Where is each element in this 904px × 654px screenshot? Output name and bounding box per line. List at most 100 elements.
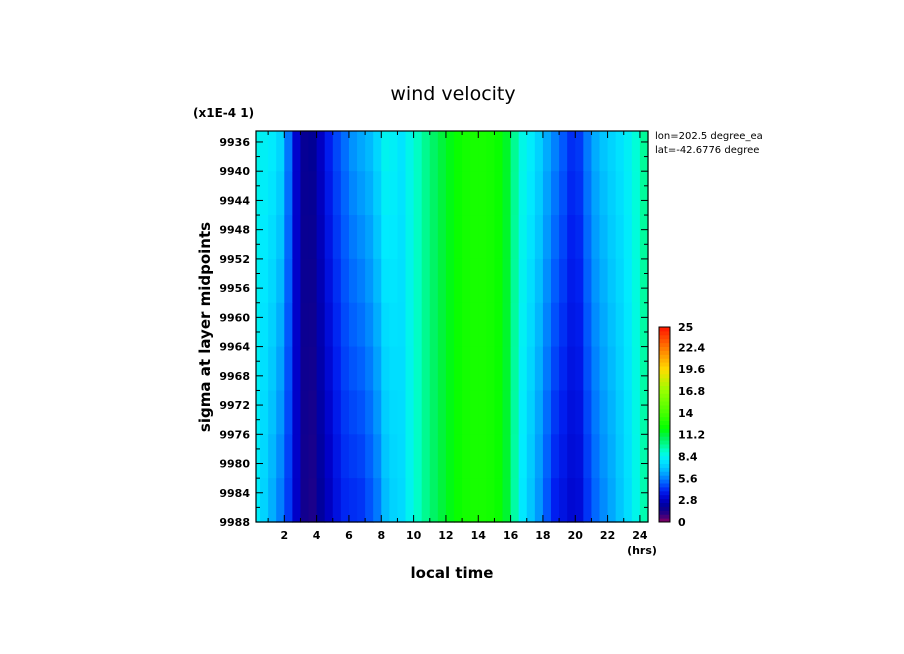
heat-cell [494,171,504,216]
heat-cell [405,131,415,172]
heat-cell [381,478,390,523]
x-tick-label: 6 [345,529,353,542]
heat-cell [510,346,520,392]
colorbar-swatch [659,405,670,410]
heat-cell [292,434,302,479]
colorbar-swatch [659,358,670,363]
heat-cell [348,131,358,172]
colorbar-swatch [659,471,670,476]
heat-cell [405,171,415,216]
heat-cell [534,346,544,392]
heat-cell [454,302,463,348]
heat-cell [308,390,318,435]
heat-cell [268,131,277,172]
heat-cell [534,434,544,479]
heat-cell [534,302,544,348]
heat-cell [357,258,366,304]
colorbar-swatch [659,385,670,390]
heat-cell [429,478,439,523]
heat-cell [413,478,423,523]
heat-cell [405,434,415,479]
heat-cell [534,171,544,216]
heat-cell [494,434,504,479]
heat-cell [421,302,431,348]
heat-cell [615,171,625,216]
heat-cell [567,131,576,172]
colorbar-swatch [659,373,670,379]
heat-cell [445,171,455,216]
heat-cell [526,302,536,348]
heat-cell [486,302,496,348]
colorbar-tick-label: 25 [678,321,693,334]
heat-cell [462,390,471,435]
x-tick-label: 4 [313,529,321,542]
heat-cell [575,215,584,260]
heat-cell [623,434,633,479]
heat-cell [486,478,496,523]
heat-cell [542,302,552,348]
heat-cell [462,258,471,304]
y-tick-label: 9960 [219,311,250,324]
heat-cell [373,171,382,216]
colorbar-swatch [659,408,670,414]
colorbar-swatch [659,490,670,496]
colorbar-tick-label: 8.4 [678,450,698,463]
heat-cell [591,390,601,435]
heat-cell [559,258,568,304]
heat-cell [445,215,455,260]
heat-cell [607,434,617,479]
heat-cell [575,302,584,348]
heat-cell [365,171,374,216]
heat-cell [502,131,512,172]
heat-cell [292,215,302,260]
heat-cell [381,302,390,348]
heat-cell [324,346,334,392]
heat-cell [534,131,544,172]
heat-cell [316,346,326,392]
heat-cell [381,131,390,172]
y-tick-label: 9952 [219,253,250,266]
heat-cell [308,434,318,479]
heat-cell [292,171,302,216]
heat-cell [260,215,269,260]
heat-cell [623,478,633,523]
heat-cell [308,131,318,172]
heat-cell [599,215,609,260]
heat-cell [365,215,374,260]
heat-cell [284,434,293,479]
heat-cell [357,171,366,216]
heat-cell [599,258,609,304]
heat-cell [284,131,293,172]
heat-cell [518,171,528,216]
heat-cell [470,434,479,479]
x-axis-label: local time [411,564,494,582]
heat-cell [429,215,439,260]
y-tick-label: 9964 [219,341,250,354]
heat-cell [526,434,536,479]
chart-title: wind velocity [390,83,515,105]
heat-cell [389,346,399,392]
heat-cell [300,258,310,304]
heat-cell [599,390,609,435]
colorbar-swatch [659,506,670,511]
heat-cell [340,171,350,216]
heat-cell [413,131,423,172]
colorbar-swatch [659,334,670,340]
heat-cell [599,302,609,348]
heat-cell [260,478,269,523]
heat-cell [478,478,487,523]
heat-cell [284,390,293,435]
heat-cell [445,434,455,479]
colorbar-swatch [659,475,670,480]
heat-cell [502,346,512,392]
heat-cell [260,302,269,348]
heat-cell [389,302,399,348]
heat-cell [615,390,625,435]
colorbar-tick-label: 11.2 [678,429,705,442]
heat-cell [623,390,633,435]
heat-cell [599,131,609,172]
heat-cell [292,390,302,435]
heat-cell [518,434,528,479]
heat-cell [348,258,358,304]
heat-cell [583,302,593,348]
